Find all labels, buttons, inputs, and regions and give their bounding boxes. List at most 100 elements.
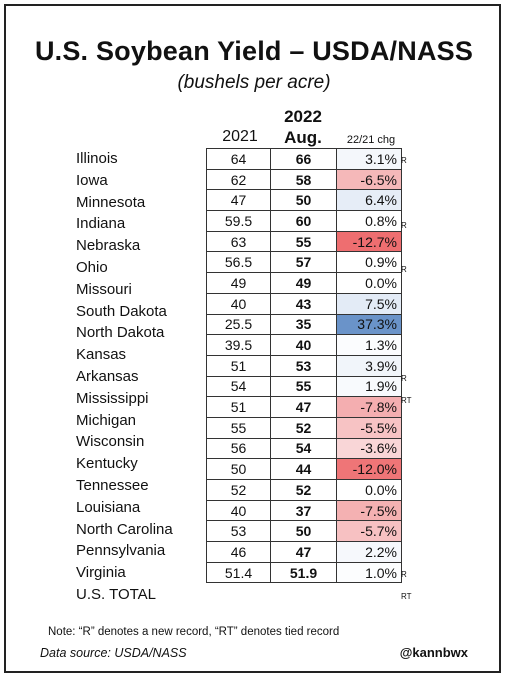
yield-2021-cell: 51 <box>206 396 271 418</box>
change-cell: 0.8% <box>336 210 402 232</box>
state-name: Tennessee <box>76 476 149 494</box>
change-cell: -12.0% <box>336 458 402 480</box>
record-mark <box>401 170 412 192</box>
table-row: 25.5 35 37.3% <box>206 313 402 336</box>
yield-2021-cell: 53 <box>206 520 271 543</box>
yield-2022-cell: 47 <box>270 541 337 563</box>
yield-2021-cell: 62 <box>206 168 271 191</box>
state-name: Kansas <box>76 346 127 364</box>
table-row: 40 37 -7.5% <box>206 499 402 522</box>
page-title: U.S. Soybean Yield – USDA/NASS <box>34 36 474 66</box>
column-header-2022-month: Aug. <box>284 128 322 147</box>
state-name-column: Illinois Iowa Minnesota Indiana Nebraska Ohio… <box>76 148 173 606</box>
state-name: U.S. TOTAL <box>76 585 157 603</box>
yield-2022-cell: 60 <box>270 210 337 232</box>
yield-2022-cell: 58 <box>270 168 337 191</box>
page-subtitle: (bushels per acre) <box>177 72 331 93</box>
table-row: 55 52 -5.5% <box>206 416 402 439</box>
table-row: 56 54 -3.6% <box>206 437 402 460</box>
yield-2021-cell: 55 <box>206 416 271 439</box>
change-cell: 1.3% <box>336 334 402 356</box>
change-cell: 6.4% <box>336 189 402 212</box>
table-row: 63 55 -12.7% <box>206 230 402 253</box>
yield-2022-cell: 35 <box>270 313 337 336</box>
record-mark <box>401 475 412 497</box>
table-row: 51 47 -7.8% <box>206 396 402 418</box>
record-mark <box>401 301 412 323</box>
state-name: Ohio <box>76 258 108 276</box>
change-cell: 1.0% <box>336 561 402 584</box>
column-header-2022: 2022 Aug. <box>270 106 336 148</box>
change-cell: -12.7% <box>336 230 402 253</box>
change-cell: -7.5% <box>336 499 402 522</box>
yield-2022-cell: 66 <box>270 148 337 170</box>
record-mark: R <box>401 570 407 580</box>
change-cell: -5.7% <box>336 520 402 543</box>
state-name: Michigan <box>76 411 137 429</box>
yield-2022-cell: 55 <box>270 375 337 398</box>
table-row: 64 66 3.1% <box>206 148 402 170</box>
record-mark <box>401 453 412 475</box>
column-header-change: 22/21 chg <box>346 134 396 146</box>
yield-2021-cell: 46 <box>206 541 271 563</box>
state-name: Wisconsin <box>76 433 145 451</box>
state-name: Missouri <box>76 280 132 298</box>
footnote: Note: “R” denotes a new record, “RT” den… <box>48 626 340 638</box>
table-row: 62 58 -6.5% <box>206 168 402 191</box>
yield-2021-cell: 40 <box>206 499 271 522</box>
yield-2021-cell: 59.5 <box>206 210 271 232</box>
author-handle: @kannbwx <box>399 645 468 660</box>
state-name: Pennsylvania <box>76 542 166 560</box>
table-row: 51 53 3.9% <box>206 354 402 377</box>
record-mark <box>401 410 412 432</box>
column-header-2022-year: 2022 <box>284 107 322 126</box>
record-mark <box>401 497 412 519</box>
record-mark <box>401 431 412 453</box>
state-name: Arkansas <box>76 367 139 385</box>
yield-2021-cell: 52 <box>206 479 271 501</box>
yield-2021-cell: 51 <box>206 354 271 377</box>
yield-2021-cell: 54 <box>206 375 271 398</box>
yield-2021-cell: 56.5 <box>206 251 271 274</box>
table-row: 49 49 0.0% <box>206 272 402 294</box>
change-cell: 37.3% <box>336 313 402 336</box>
record-mark <box>401 235 412 257</box>
change-cell: 3.1% <box>336 148 402 170</box>
record-mark <box>401 192 412 214</box>
yield-2022-cell: 51.9 <box>270 561 337 584</box>
yield-2022-cell: 54 <box>270 437 337 460</box>
yield-2021-cell: 63 <box>206 230 271 253</box>
record-mark-column: R R R R RT R RT <box>401 148 412 606</box>
state-name: Mississippi <box>76 389 149 407</box>
record-mark <box>401 279 412 301</box>
change-cell: 7.5% <box>336 292 402 315</box>
yield-table: 64 66 3.1% 62 58 -6.5% 47 50 6.4% 59.5 60 0.8% 63 55-… <box>206 148 402 584</box>
change-cell: 2.2% <box>336 541 402 563</box>
state-name: North Carolina <box>76 520 173 538</box>
state-name: Nebraska <box>76 237 141 255</box>
yield-2021-cell: 51.4 <box>206 561 271 584</box>
record-mark: R <box>401 156 407 165</box>
table-row: 54 55 1.9% <box>206 375 402 398</box>
yield-2022-cell: 47 <box>270 396 337 418</box>
data-source: Data source: USDA/NASS <box>40 646 187 660</box>
record-mark <box>401 519 412 541</box>
state-name: North Dakota <box>76 324 165 342</box>
record-mark <box>401 322 412 344</box>
state-name: Iowa <box>76 171 108 189</box>
yield-2021-cell: 40 <box>206 292 271 315</box>
change-cell: 0.9% <box>336 251 402 274</box>
record-mark: R <box>401 221 407 231</box>
yield-2021-cell: 50 <box>206 458 271 480</box>
record-mark <box>401 540 412 562</box>
table-row: 46 47 2.2% <box>206 541 402 563</box>
column-header-2021: 2021 <box>222 128 258 145</box>
state-name: Minnesota <box>76 193 146 211</box>
table-row: 59.5 60 0.8% <box>206 210 402 232</box>
yield-2021-cell: 25.5 <box>206 313 271 336</box>
change-cell: -5.5% <box>336 416 402 439</box>
state-name: Virginia <box>76 564 126 582</box>
table-row: 52 52 0.0% <box>206 479 402 501</box>
yield-2022-cell: 57 <box>270 251 337 274</box>
state-name: South Dakota <box>76 302 167 320</box>
